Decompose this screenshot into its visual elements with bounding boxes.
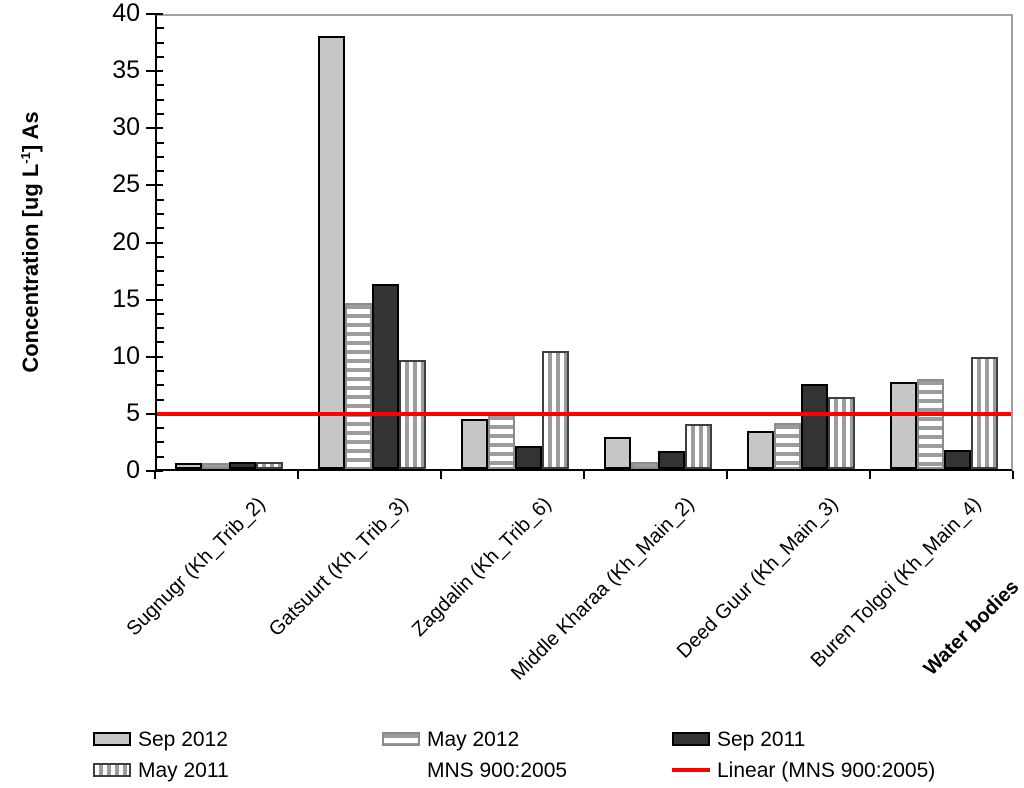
legend-label: Sep 2011 bbox=[717, 727, 806, 751]
legend-item: May 2011 bbox=[93, 758, 229, 782]
y-axis-major-tick bbox=[146, 13, 163, 15]
y-axis-tick-label: 0 bbox=[126, 456, 140, 484]
bar-sep-2011 bbox=[801, 384, 828, 469]
bar-may-2012 bbox=[917, 379, 944, 469]
legend-label: Sep 2012 bbox=[138, 727, 228, 751]
legend-label: May 2011 bbox=[138, 758, 229, 782]
legend-swatch-red-line bbox=[672, 768, 710, 772]
bar-sep-2011 bbox=[372, 284, 399, 469]
y-axis-tick-label: 10 bbox=[112, 341, 140, 370]
bar-may-2011 bbox=[685, 424, 712, 469]
x-axis-tick bbox=[297, 471, 299, 479]
y-axis-title-superscript: -1 bbox=[17, 152, 33, 164]
y-axis-minor-tick bbox=[155, 141, 164, 144]
y-axis-tick-label: 35 bbox=[112, 56, 140, 85]
y-axis-tick-label: 30 bbox=[112, 113, 140, 142]
y-axis-major-tick bbox=[146, 298, 163, 301]
y-axis-minor-tick bbox=[155, 327, 164, 330]
y-axis-title-text-end: ] As bbox=[18, 111, 44, 153]
legend-item: Sep 2012 bbox=[93, 727, 228, 751]
plot-area bbox=[155, 14, 1013, 471]
bar-sep-2011 bbox=[229, 462, 256, 469]
y-axis-minor-tick bbox=[155, 112, 164, 115]
y-axis-minor-tick bbox=[155, 398, 164, 401]
x-axis-tick bbox=[1012, 471, 1014, 479]
y-axis-major-tick bbox=[146, 184, 163, 187]
x-axis-category-label: Zagdalin (Kh_Trib_6) bbox=[408, 493, 557, 641]
legend-item: Linear (MNS 900:2005) bbox=[672, 758, 936, 782]
legend-label: May 2012 bbox=[427, 727, 520, 751]
y-axis-minor-tick bbox=[155, 284, 164, 287]
bar-may-2012 bbox=[345, 303, 372, 469]
bar-sep-2011 bbox=[658, 451, 685, 469]
y-axis-major-tick bbox=[146, 355, 163, 358]
y-axis-minor-tick bbox=[155, 441, 164, 444]
y-axis-minor-tick bbox=[155, 55, 164, 58]
bar-may-2011 bbox=[256, 462, 283, 469]
x-axis-title: Water bodies bbox=[919, 576, 1024, 680]
bar-may-2012 bbox=[202, 463, 229, 469]
y-axis-tick-label: 20 bbox=[112, 227, 140, 256]
bar-may-2012 bbox=[774, 423, 801, 469]
legend-swatch-solid-light bbox=[93, 732, 131, 746]
legend-label: Linear (MNS 900:2005) bbox=[717, 758, 936, 782]
y-axis-minor-tick bbox=[155, 312, 164, 315]
bar-may-2011 bbox=[828, 397, 855, 469]
y-axis-major-tick bbox=[146, 127, 163, 130]
y-axis-minor-tick bbox=[155, 84, 164, 87]
bar-sep-2012 bbox=[747, 431, 774, 469]
y-axis-minor-tick bbox=[155, 155, 164, 158]
y-axis-minor-tick bbox=[155, 255, 164, 258]
bar-sep-2012 bbox=[175, 463, 202, 469]
y-axis-minor-tick bbox=[155, 198, 164, 201]
x-axis-category-label: Sugnugr (Kh_Trib_2) bbox=[122, 493, 271, 641]
legend-swatch-vstripe bbox=[93, 763, 131, 777]
x-axis-tick bbox=[440, 471, 442, 479]
y-axis-minor-tick bbox=[155, 270, 164, 273]
y-axis-major-tick bbox=[146, 241, 163, 244]
x-axis-tick bbox=[583, 471, 585, 479]
x-axis-tick bbox=[726, 471, 728, 479]
legend-swatch-solid-dark bbox=[672, 732, 710, 746]
y-axis-minor-tick bbox=[155, 427, 164, 430]
x-axis-tick bbox=[154, 471, 156, 479]
reference-line-mns-900-2005 bbox=[157, 411, 1011, 416]
legend-label: MNS 900:2005 bbox=[427, 758, 568, 782]
x-axis-tick bbox=[869, 471, 871, 479]
y-axis-tick-label: 5 bbox=[126, 398, 140, 427]
y-axis-minor-tick bbox=[155, 170, 164, 173]
y-axis-title: Concentration [ug L-1] As bbox=[18, 111, 44, 372]
y-axis-minor-tick bbox=[155, 341, 164, 344]
y-axis-tick-label: 40 bbox=[112, 0, 140, 27]
bar-sep-2011 bbox=[515, 446, 542, 469]
y-axis-minor-tick bbox=[155, 212, 164, 215]
y-axis-title-text: Concentration [ug L bbox=[18, 163, 44, 373]
bar-may-2012 bbox=[488, 414, 515, 469]
y-axis-minor-tick bbox=[155, 227, 164, 230]
y-axis-major-tick bbox=[146, 70, 163, 73]
legend-item: Sep 2011 bbox=[672, 727, 806, 751]
legend-item: MNS 900:2005 bbox=[382, 758, 568, 782]
x-axis-category-label: Gatsuurt (Kh_Trib_3) bbox=[265, 493, 414, 641]
y-axis-major-tick bbox=[146, 412, 163, 415]
y-axis-minor-tick bbox=[155, 370, 164, 373]
y-axis-tick-label: 15 bbox=[112, 284, 140, 313]
bar-sep-2012 bbox=[318, 36, 345, 469]
bar-sep-2012 bbox=[890, 382, 917, 469]
x-axis-category-label: Deed Guur (Kh_Main_3) bbox=[672, 493, 843, 663]
bar-may-2011 bbox=[542, 351, 569, 469]
y-axis-minor-tick bbox=[155, 455, 164, 458]
y-axis-minor-tick bbox=[155, 98, 164, 101]
bar-sep-2012 bbox=[461, 419, 488, 469]
legend-swatch-hstripe bbox=[382, 732, 420, 746]
y-axis-minor-tick bbox=[155, 27, 164, 30]
bar-sep-2011 bbox=[944, 450, 971, 469]
bar-may-2012 bbox=[631, 462, 658, 469]
y-axis-tick-label: 25 bbox=[112, 170, 140, 199]
bar-sep-2012 bbox=[604, 437, 631, 469]
legend-item: May 2012 bbox=[382, 727, 520, 751]
y-axis-minor-tick bbox=[155, 41, 164, 44]
y-axis-minor-tick bbox=[155, 384, 164, 387]
